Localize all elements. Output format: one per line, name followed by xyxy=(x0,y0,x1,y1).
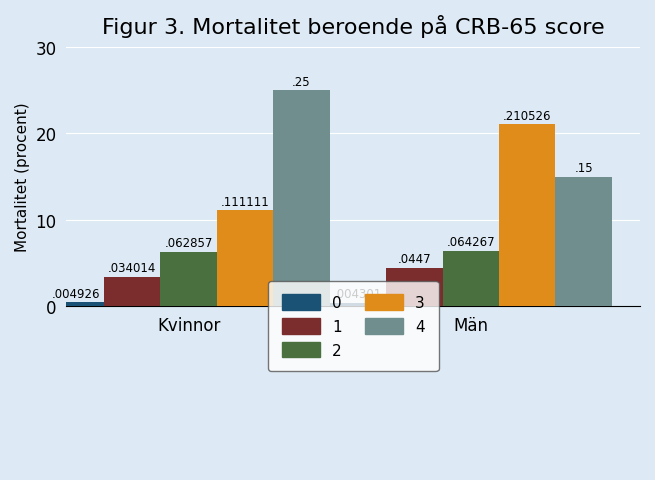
Text: .25: .25 xyxy=(292,75,310,88)
Text: .034014: .034014 xyxy=(108,262,157,275)
Bar xyxy=(499,125,555,307)
Y-axis label: Mortalitet (procent): Mortalitet (procent) xyxy=(15,103,30,252)
Bar xyxy=(104,277,160,307)
Bar xyxy=(160,252,217,307)
Bar xyxy=(329,303,386,307)
Legend: 0, 1, 2, 3, 4: 0, 1, 2, 3, 4 xyxy=(268,281,438,372)
Text: .0447: .0447 xyxy=(398,252,431,265)
Bar xyxy=(443,252,499,307)
Title: Figur 3. Mortalitet beroende på CRB-65 score: Figur 3. Mortalitet beroende på CRB-65 s… xyxy=(102,15,605,38)
Text: .062857: .062857 xyxy=(164,237,213,250)
Bar xyxy=(48,302,104,307)
Bar xyxy=(386,268,443,307)
Text: .064267: .064267 xyxy=(447,236,495,249)
Bar xyxy=(217,211,273,307)
Text: .15: .15 xyxy=(574,162,593,175)
Text: .111111: .111111 xyxy=(221,195,269,208)
Text: .210526: .210526 xyxy=(503,109,552,122)
Bar xyxy=(555,177,612,307)
Text: .004926: .004926 xyxy=(52,287,100,300)
Bar xyxy=(273,91,329,307)
Text: .004301: .004301 xyxy=(334,288,382,300)
